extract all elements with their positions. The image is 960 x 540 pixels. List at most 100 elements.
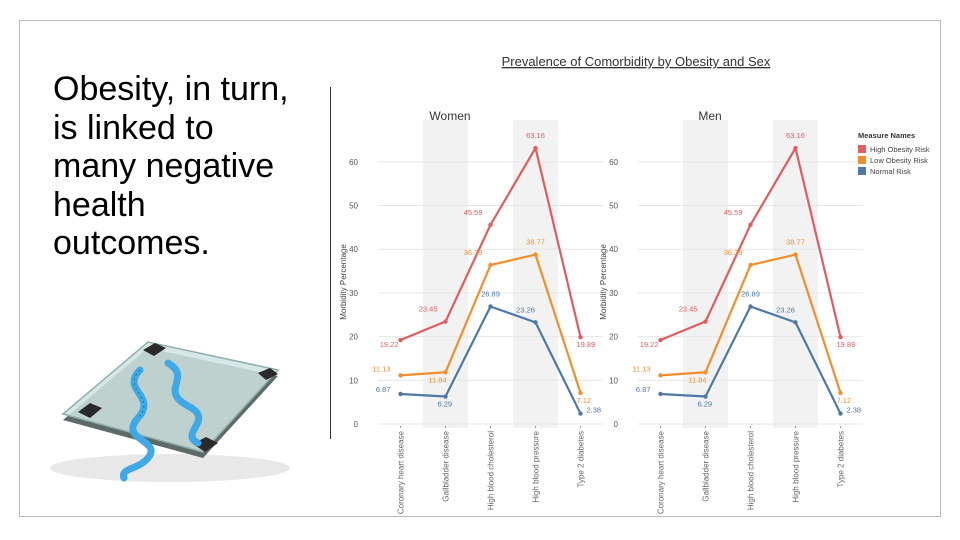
- data-point: [578, 390, 583, 396]
- data-label: 23.45: [419, 305, 438, 314]
- data-point: [488, 262, 493, 268]
- data-label: 11.13: [372, 364, 390, 373]
- y-tick-label: 30: [349, 289, 358, 298]
- chart-panel: 0 10 20 30 40 50 60 Morbidity Percentage Men Coro…: [599, 109, 863, 514]
- data-label: 19.22: [380, 340, 399, 349]
- y-axis-label: Morbidity Percentage: [339, 244, 348, 320]
- data-point: [398, 373, 403, 378]
- comorbidity-chart: Prevalence of Comorbidity by Obesity and…: [339, 54, 930, 514]
- y-tick-label: 40: [349, 245, 358, 254]
- text-line: many negative: [53, 147, 275, 185]
- data-point: [578, 334, 583, 340]
- data-label: 19.89: [837, 340, 856, 349]
- data-point: [398, 337, 403, 343]
- data-point: [658, 337, 663, 343]
- data-point: [398, 391, 403, 397]
- x-tick-label: Type 2 diabetes: [837, 431, 846, 487]
- y-tick-label: 60: [349, 158, 358, 167]
- category-band: [423, 120, 468, 428]
- data-point: [703, 370, 708, 375]
- data-point: [793, 145, 798, 151]
- x-tick-label: Gallbladder disease: [702, 430, 711, 501]
- y-tick-label: 50: [609, 202, 618, 211]
- category-band: [513, 120, 558, 428]
- data-point: [703, 319, 708, 324]
- panel-title: Men: [698, 109, 721, 123]
- data-label: 11.13: [632, 364, 650, 373]
- text-line: is linked to: [53, 108, 214, 147]
- data-point: [578, 411, 583, 416]
- data-label: 36.39: [464, 248, 483, 257]
- data-point: [533, 320, 538, 325]
- data-point: [703, 394, 708, 399]
- data-point: [488, 222, 493, 228]
- y-tick-label: 20: [349, 333, 358, 342]
- data-point: [748, 304, 753, 309]
- category-band: [773, 120, 818, 428]
- data-point: [658, 373, 663, 378]
- data-label: 36.39: [724, 248, 743, 257]
- legend-entry: High Obesity Risk: [870, 145, 930, 154]
- data-point: [838, 390, 843, 396]
- data-label: 19.22: [640, 340, 659, 349]
- x-tick-label: High blood cholesterol: [487, 431, 496, 510]
- data-label: 6.29: [698, 400, 713, 409]
- y-tick-label: 60: [609, 158, 618, 167]
- data-label: 23.45: [679, 305, 698, 314]
- data-label: 19.89: [577, 340, 596, 349]
- data-point: [488, 304, 493, 309]
- data-label: 63.16: [786, 131, 805, 140]
- data-label: 23.26: [776, 305, 795, 314]
- data-point: [533, 145, 538, 151]
- legend-swatch: [858, 167, 866, 175]
- data-label: 26.89: [481, 290, 500, 299]
- legend-entry: Low Obesity Risk: [870, 156, 928, 165]
- data-label: 38.77: [526, 238, 545, 247]
- data-point: [748, 262, 753, 268]
- y-tick-label: 30: [609, 289, 618, 298]
- legend-title: Measure Names: [858, 131, 915, 140]
- y-tick-label: 20: [609, 333, 618, 342]
- data-label: 7.12: [837, 396, 852, 405]
- photo-shadow: [50, 454, 290, 482]
- data-point: [533, 252, 538, 257]
- data-label: 26.89: [741, 290, 760, 299]
- y-axis-label: Morbidity Percentage: [599, 244, 608, 320]
- category-band: [683, 120, 728, 428]
- text-line: health: [53, 185, 146, 224]
- x-tick-label: Gallbladder disease: [442, 430, 451, 501]
- x-tick-label: High blood cholesterol: [747, 431, 756, 510]
- vertical-divider: [330, 87, 331, 439]
- data-label: 45.59: [464, 208, 483, 217]
- y-tick-label: 10: [609, 376, 618, 385]
- data-label: 6.87: [636, 385, 651, 394]
- x-tick-label: Type 2 diabetes: [577, 431, 586, 487]
- chart-panel: 0 10 20 30 40 50 60 Morbidity Percentage Women Co…: [339, 109, 603, 514]
- data-point: [658, 391, 663, 397]
- text-line: Obesity, in turn,: [53, 70, 289, 108]
- y-tick-label: 10: [349, 376, 358, 385]
- data-point: [793, 320, 798, 325]
- y-tick-label: 0: [354, 420, 359, 429]
- tape-measure-icon: [120, 366, 155, 482]
- data-point: [443, 370, 448, 375]
- scale-glass: [61, 341, 280, 453]
- text-line: outcomes.: [53, 224, 210, 262]
- legend-swatch: [858, 145, 866, 153]
- y-tick-label: 0: [614, 420, 619, 429]
- tape-measure-icon: [164, 359, 203, 447]
- data-point: [748, 222, 753, 228]
- data-label: 23.26: [516, 305, 535, 314]
- data-label: 6.87: [376, 385, 391, 394]
- scale-foot-icon: [143, 343, 166, 356]
- data-label: 11.84: [688, 375, 706, 384]
- data-label: 2.38: [587, 406, 602, 415]
- data-label: 38.77: [786, 238, 805, 247]
- slide-text: Obesity, in turn, is linked to many nega…: [53, 70, 323, 263]
- x-tick-label: High blood pressure: [532, 430, 541, 502]
- x-tick-label: Coronary heart disease: [397, 430, 406, 514]
- data-label: 45.59: [724, 208, 743, 217]
- legend: Measure Names High Obesity Risk Low Obesit…: [858, 131, 930, 176]
- legend-entry: Normal Risk: [870, 167, 911, 176]
- data-point: [838, 411, 843, 416]
